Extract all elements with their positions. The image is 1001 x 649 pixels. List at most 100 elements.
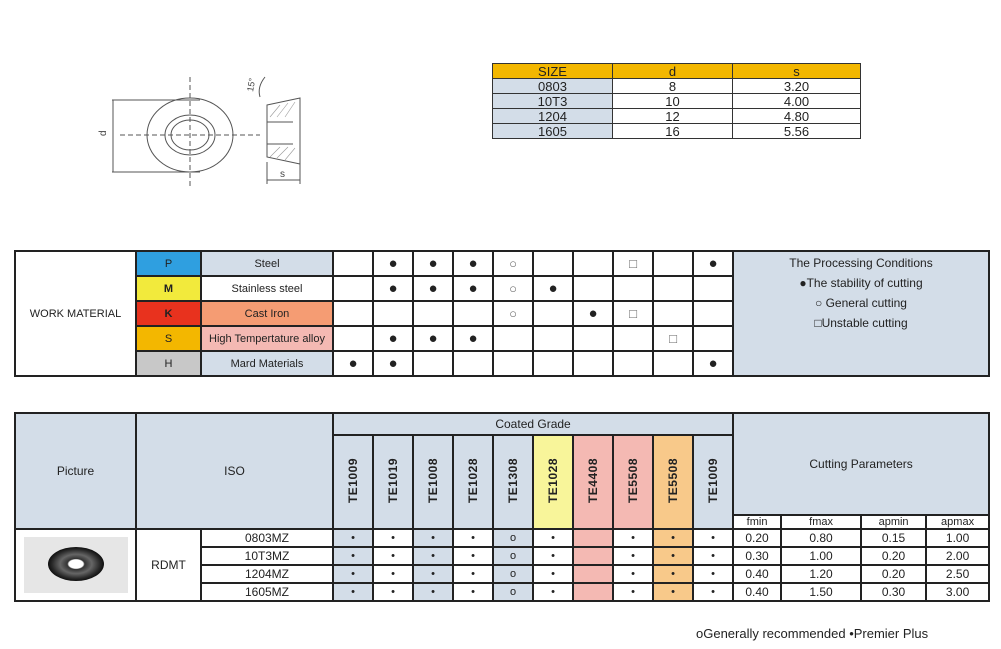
grade-mark: o [492, 546, 535, 566]
condition-mark: □ [612, 300, 654, 327]
condition-mark [652, 350, 694, 377]
grade-name-cell: TE1019 [372, 434, 415, 530]
grade-name-cell: TE1009 [692, 434, 735, 530]
grade-mark: • [692, 582, 735, 602]
grade-mark: • [412, 564, 455, 584]
grade-name: TE4408 [586, 457, 601, 504]
condition-mark: ● [692, 250, 734, 277]
work-material-table: WORK MATERIAL P Steel ● ● ● ○ □ ● The Processing … [14, 250, 990, 377]
param-headers-row: fmin fmax apmin apmax [15, 514, 991, 530]
condition-mark: ● [372, 325, 414, 352]
insert-dimension-drawing: d s 15° [98, 76, 301, 187]
condition-mark [652, 275, 694, 302]
condition-mark [332, 325, 374, 352]
condition-mark [572, 250, 614, 277]
condition-mark: ● [572, 300, 614, 327]
param-value: 0.30 [860, 582, 928, 602]
grade-mark: • [452, 582, 495, 602]
condition-mark [492, 350, 534, 377]
material-code: P [135, 250, 202, 277]
grade-mark: • [612, 564, 655, 584]
param-value: 2.50 [925, 564, 991, 584]
grade-mark: o [492, 528, 535, 548]
grade-mark: • [332, 528, 375, 548]
condition-mark [572, 325, 614, 352]
s-dimension-label: s [280, 169, 285, 180]
grade-mark: • [372, 528, 415, 548]
insert-photo [23, 537, 128, 593]
grade-mark: • [452, 528, 495, 548]
condition-mark [532, 300, 574, 327]
size-cell: 8 [612, 78, 733, 94]
grade-row: 1605MZ • • • • o • • • • 0.40 1.50 0.30 3.00 [15, 582, 991, 602]
grade-name-cell: TE1008 [412, 434, 455, 530]
grade-mark: • [332, 564, 375, 584]
grade-name-cell: TE1028 [532, 434, 575, 530]
grade-mark: • [332, 546, 375, 566]
material-code: S [135, 325, 202, 352]
grade-mark: • [612, 528, 655, 548]
grade-mark: • [532, 546, 575, 566]
grade-mark: • [412, 546, 455, 566]
grade-name-cell: TE5508 [612, 434, 655, 530]
param-value: 1.00 [780, 546, 863, 566]
condition-legend-item: □Unstable cutting [814, 316, 908, 330]
material-code: K [135, 300, 202, 327]
condition-mark [692, 275, 734, 302]
grade-name: TE1019 [386, 457, 401, 504]
condition-legend-item: ●The stability of cutting [799, 276, 923, 290]
param-value: 1.00 [925, 528, 991, 548]
grade-mark: • [532, 528, 575, 548]
size-cell: 5.56 [732, 123, 861, 139]
param-value: 2.00 [925, 546, 991, 566]
param-value: 0.15 [860, 528, 928, 548]
grade-mark: • [372, 546, 415, 566]
size-cell: 1605 [492, 123, 613, 139]
condition-mark: ○ [492, 250, 534, 277]
grade-mark: • [612, 582, 655, 602]
size-row: 1204 12 4.80 [492, 108, 861, 124]
work-material-row: WORK MATERIAL P Steel ● ● ● ○ □ ● The Processing … [14, 250, 990, 377]
picture-header: Picture [14, 412, 137, 530]
work-material-label: WORK MATERIAL [14, 250, 137, 377]
condition-mark [692, 300, 734, 327]
size-header-cell: s [732, 63, 861, 79]
iso-code: 1605MZ [199, 582, 335, 602]
condition-mark: ● [372, 350, 414, 377]
material-name: Stainless steel [200, 275, 334, 302]
size-cell: 3.20 [732, 78, 861, 94]
material-name: Mard Materials [200, 350, 334, 377]
grade-mark: • [652, 582, 695, 602]
grade-name-cell: TE1308 [492, 434, 535, 530]
grade-mark: • [692, 564, 735, 584]
condition-mark [612, 275, 654, 302]
size-cell: 10T3 [492, 93, 613, 109]
grade-row: 1204MZ • • • • o • • • • 0.40 1.20 0.20 2.50 [15, 564, 991, 584]
iso-code: 10T3MZ [199, 546, 335, 566]
grade-mark [572, 582, 615, 602]
material-name: High Tempertature alloy [200, 325, 334, 352]
grade-mark: • [532, 582, 575, 602]
grade-mark: • [412, 582, 455, 602]
param-value: 0.20 [860, 564, 928, 584]
grade-row: RDMT 0803MZ • • • • o • • • • 0.20 0.80 0.15 1.00 [14, 528, 991, 602]
size-cell: 4.80 [732, 108, 861, 124]
grade-name: TE1009 [706, 457, 721, 504]
work-material-row: S High Tempertature alloy ● ● ● □ [15, 325, 989, 352]
cutting-parameters-header: Cutting Parameters [732, 412, 991, 516]
grade-mark: • [332, 582, 375, 602]
size-cell: 1204 [492, 108, 613, 124]
conditions-title: The Processing Conditions [789, 256, 933, 270]
condition-mark: ○ [492, 300, 534, 327]
grade-name-cell: TE5508 [652, 434, 695, 530]
condition-mark: ● [372, 275, 414, 302]
size-cell: 0803 [492, 78, 613, 94]
condition-mark: ● [412, 275, 454, 302]
param-value: 1.50 [780, 582, 863, 602]
condition-mark [572, 350, 614, 377]
condition-mark: □ [652, 325, 694, 352]
condition-mark [652, 300, 694, 327]
material-name: Cast Iron [200, 300, 334, 327]
material-name: Steel [200, 250, 334, 277]
size-header-cell: d [612, 63, 733, 79]
